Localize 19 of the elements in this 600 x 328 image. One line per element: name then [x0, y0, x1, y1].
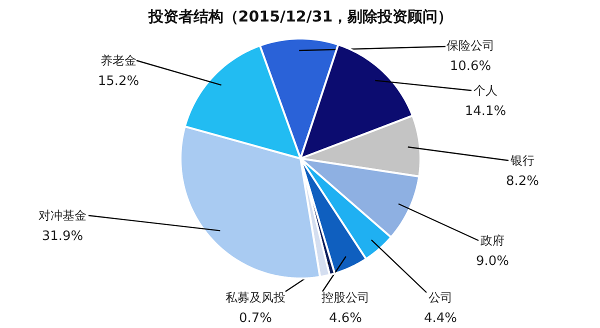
chart-title: 投资者结构（2015/12/31，剔除投资顾问） — [147, 8, 453, 26]
slice-label: 保险公司 — [446, 38, 494, 52]
data-label: 9.0% — [476, 254, 510, 269]
slice-label: 养老金 — [100, 54, 136, 68]
slice-label: 政府 — [480, 234, 504, 248]
data-label: 31.9% — [42, 229, 84, 244]
slice-label: 公司 — [428, 290, 452, 304]
slice-label: 私募及风投 — [226, 290, 286, 304]
data-label: 14.1% — [464, 104, 506, 119]
slice-label: 银行 — [510, 154, 534, 168]
data-label: 4.6% — [328, 311, 362, 326]
data-label: 0.7% — [238, 311, 272, 326]
slice-label: 对冲基金 — [38, 208, 86, 222]
data-label: 8.2% — [506, 174, 540, 189]
data-label: 4.4% — [424, 311, 458, 326]
slice-label: 控股公司 — [322, 290, 370, 304]
data-label: 15.2% — [98, 74, 140, 89]
slice-label: 个人 — [474, 84, 498, 98]
data-label: 10.6% — [450, 59, 492, 74]
